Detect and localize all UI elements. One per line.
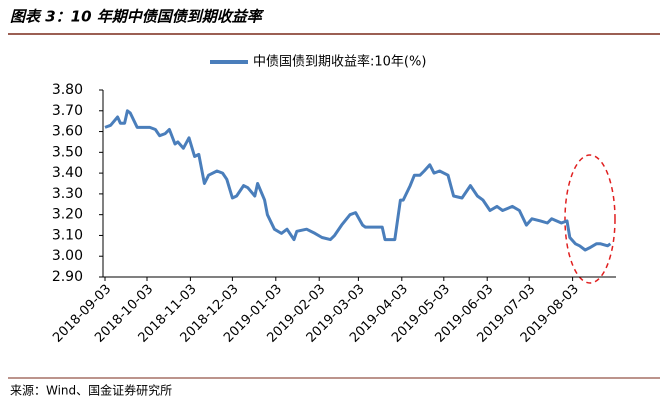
source: 来源：Wind、国金证券研究所 xyxy=(10,383,172,398)
chart-title: 图表 3：10 年期中债国债到期收益率 xyxy=(10,8,265,26)
y-tick-label: 3.20 xyxy=(52,207,83,223)
y-tick-label: 3.70 xyxy=(52,103,83,119)
y-tick-label: 3.30 xyxy=(52,186,83,202)
y-tick-label: 3.40 xyxy=(52,165,83,181)
highlight-ellipse xyxy=(564,154,616,284)
y-tick-label: 3.80 xyxy=(52,82,83,98)
y-tick-label: 3.00 xyxy=(52,248,83,264)
y-tick-label: 2.90 xyxy=(52,269,83,285)
legend-label: 中债国债到期收益率:10年(%) xyxy=(253,54,426,70)
y-tick-label: 3.10 xyxy=(52,227,83,243)
y-tick-label: 3.50 xyxy=(52,144,83,160)
series-line xyxy=(104,109,612,252)
y-tick-label: 3.60 xyxy=(52,124,83,140)
